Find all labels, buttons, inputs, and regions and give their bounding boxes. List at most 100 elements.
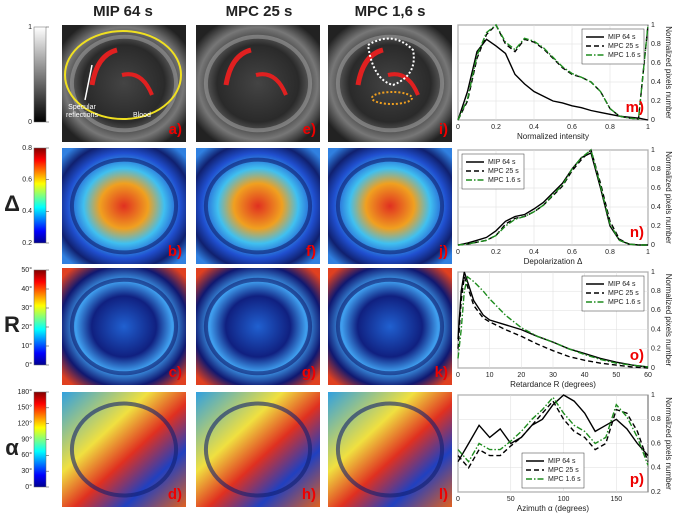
specular-reflection	[387, 72, 420, 96]
legend-label: MPC 1.6 s	[608, 52, 641, 59]
panel-label: h)	[302, 486, 316, 503]
series-line	[457, 394, 649, 463]
panel-label: i)	[439, 121, 448, 138]
panel-label: m)	[626, 99, 644, 116]
image-panel	[196, 268, 320, 385]
colorbar	[33, 269, 47, 366]
y-axis-label: Normalized pixels number	[664, 274, 673, 367]
y-tick-label: 0.2	[651, 223, 661, 230]
colorbar-tick-label: 20°	[21, 323, 32, 331]
specular-reflection	[89, 47, 118, 86]
y-tick-label: 1	[651, 147, 655, 154]
x-tick-label: 0.4	[529, 124, 539, 131]
annotation-arrow	[84, 64, 93, 101]
colorbar	[33, 26, 47, 123]
y-tick-label: 0.2	[651, 98, 661, 105]
y-tick-label: 0	[651, 117, 655, 124]
panel-label: l)	[439, 486, 448, 503]
y-tick-label: 0.8	[651, 41, 661, 48]
x-tick-label: 150	[610, 496, 622, 503]
x-axis-label: Depolarization Δ	[524, 257, 583, 266]
y-tick-label: 0.6	[651, 185, 661, 192]
y-axis-label: Normalized pixels number	[664, 26, 673, 119]
colorbar-tick-label: 0	[28, 119, 32, 126]
column-header: MPC 1,6 s	[355, 3, 426, 20]
series-line	[457, 38, 649, 121]
x-tick-label: 100	[558, 496, 570, 503]
row-label: α	[5, 435, 19, 460]
x-tick-label: 10	[486, 372, 494, 379]
x-tick-label: 0	[456, 496, 460, 503]
x-tick-label: 20	[517, 372, 525, 379]
image-texture	[69, 277, 179, 376]
image-panel	[196, 148, 320, 264]
image-texture	[203, 157, 313, 255]
x-tick-label: 0	[456, 124, 460, 131]
legend-label: MPC 1.6 s	[488, 177, 521, 184]
colorbar-tick-label: 150°	[18, 404, 33, 412]
x-tick-label: 0.8	[605, 249, 615, 256]
image-panel	[328, 268, 452, 385]
image-panel	[328, 148, 452, 264]
image-panel	[328, 392, 452, 507]
legend-label: MIP 64 s	[488, 159, 516, 166]
colorbar-tick-label: 120°	[18, 420, 33, 428]
legend-label: MPC 25 s	[608, 290, 639, 297]
specular-reflection	[355, 47, 384, 86]
image-panel	[196, 392, 320, 507]
legend-box	[581, 275, 645, 312]
x-tick-label: 60	[644, 372, 652, 379]
colorbar-tick-label: 1	[28, 24, 32, 31]
image-texture	[69, 401, 179, 498]
colorbar-tick-label: 0.6	[22, 177, 32, 184]
specular-reflection	[223, 47, 252, 86]
y-tick-label: 0.2	[651, 489, 661, 496]
colorbar-tick-label: 60°	[21, 451, 32, 459]
x-tick-label: 40	[581, 372, 589, 379]
y-tick-label: 0.6	[651, 60, 661, 67]
panel-label: f)	[306, 243, 316, 260]
colorbar	[33, 147, 47, 244]
y-tick-label: 1	[651, 269, 655, 276]
panel-label: a)	[169, 121, 182, 138]
panel-label: j)	[438, 243, 448, 260]
y-tick-label: 0.6	[651, 440, 661, 447]
colorbar-tick-label: 0°	[25, 483, 32, 491]
x-tick-label: 0.8	[605, 124, 615, 131]
row-label: R	[4, 312, 20, 337]
image-panel	[196, 25, 320, 142]
image-texture	[335, 157, 445, 255]
x-tick-label: 0.2	[491, 249, 501, 256]
series-line	[457, 399, 649, 470]
y-tick-label: 0.4	[651, 465, 661, 472]
specular-reflection	[121, 72, 154, 96]
row-label: Δ	[4, 191, 20, 216]
colorbar-tick-label: 0.8	[22, 145, 32, 152]
y-tick-label: 0.4	[651, 326, 661, 333]
panel-label: k)	[435, 364, 448, 381]
y-tick-label: 0.8	[651, 166, 661, 173]
annotation-ellipse	[64, 30, 182, 120]
series-line	[457, 275, 649, 368]
image-texture	[203, 277, 313, 376]
legend-box	[581, 28, 645, 65]
panel-label: d)	[168, 486, 182, 503]
legend-label: MIP 64 s	[608, 281, 636, 288]
panel-label: n)	[630, 224, 644, 241]
image-panel	[62, 148, 186, 264]
annotation: Blood	[133, 112, 151, 119]
image-texture	[69, 157, 179, 255]
series-line	[457, 271, 649, 368]
specular-reflection	[255, 72, 288, 96]
annotation-dots	[367, 37, 415, 87]
panel-label: o)	[630, 347, 644, 364]
panel-label: e)	[303, 121, 316, 138]
y-axis-label: Normalized pixels number	[664, 397, 673, 490]
y-tick-label: 1	[651, 22, 655, 29]
x-tick-label: 0	[456, 249, 460, 256]
colorbar-tick-label: 10°	[21, 342, 32, 350]
image-texture	[203, 401, 313, 498]
x-tick-label: 50	[612, 372, 620, 379]
colorbar-tick-label: 0.2	[22, 240, 32, 247]
image-texture	[335, 401, 445, 498]
